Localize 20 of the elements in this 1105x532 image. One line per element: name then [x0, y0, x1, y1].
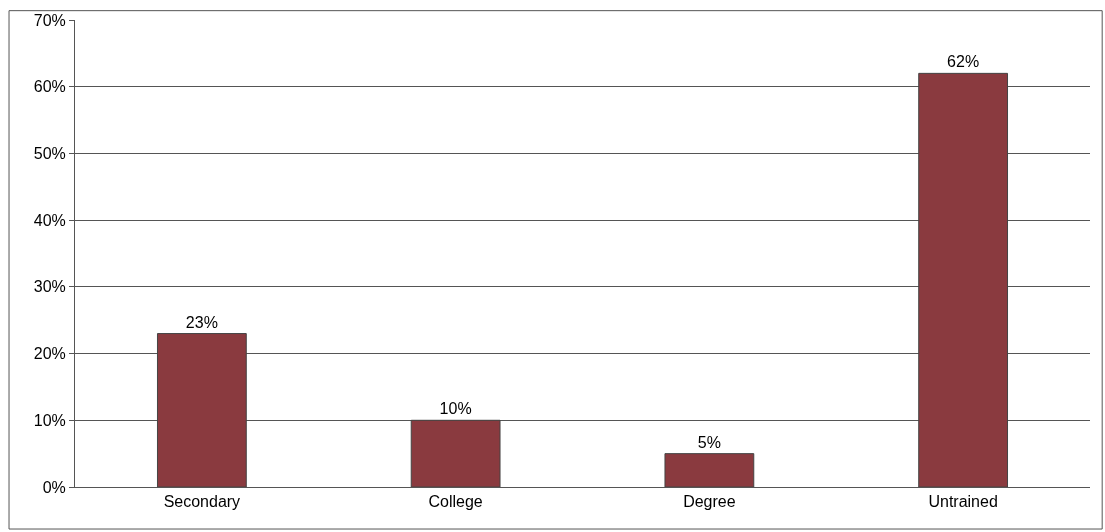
x-tick-label: College [428, 493, 483, 511]
y-tick-label: 40% [33, 211, 66, 229]
x-tick-label: Degree [683, 493, 736, 511]
data-label: 10% [439, 400, 472, 418]
bar [156, 333, 247, 487]
y-tick-label: 60% [33, 78, 66, 96]
bar [410, 419, 501, 487]
y-tick-label: 30% [33, 278, 66, 296]
bar [918, 72, 1009, 487]
y-tick-label: 0% [42, 478, 66, 496]
data-label: 62% [947, 53, 980, 71]
y-tick-label: 20% [33, 345, 66, 363]
data-label: 5% [697, 433, 721, 451]
bar [664, 453, 755, 487]
y-tick-label: 50% [33, 145, 66, 163]
data-label: 23% [185, 313, 218, 331]
y-tick-label: 70% [33, 11, 66, 29]
x-tick-label: Untrained [928, 493, 998, 511]
y-tick-label: 10% [33, 411, 66, 429]
x-tick-label: Secondary [163, 493, 241, 511]
